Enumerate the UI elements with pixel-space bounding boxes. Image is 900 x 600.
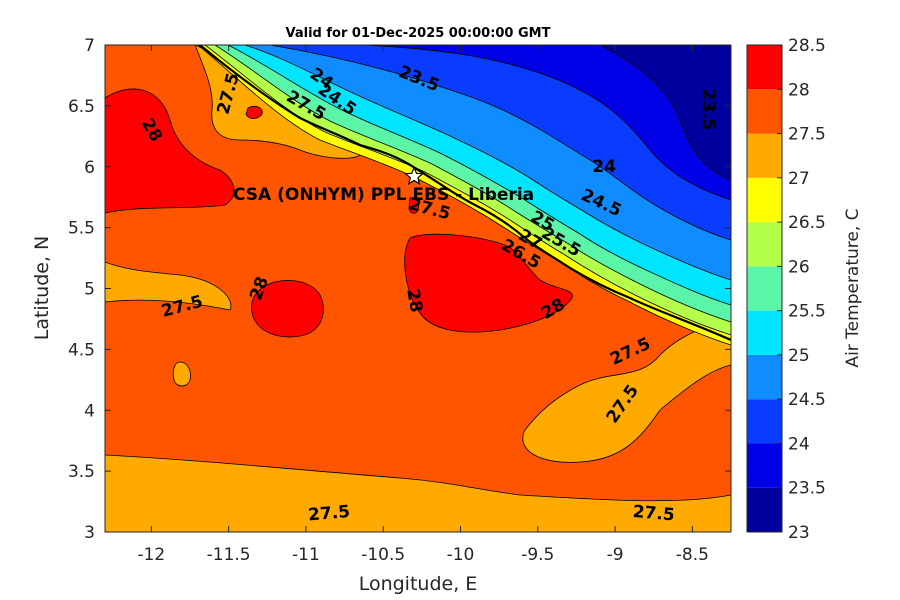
x-tick-label: -11.5 (207, 545, 251, 565)
band-27-27-5-west (105, 261, 232, 311)
colorbar-tick-label: 26 (788, 257, 810, 277)
x-tick-label: -9.5 (521, 545, 554, 565)
x-tick-label: -8.5 (676, 545, 709, 565)
y-tick-label: 3.5 (68, 462, 95, 482)
band-27-27-5-blob (172, 361, 191, 387)
colorbar-tick-label: 28 (788, 80, 810, 100)
x-tick-label: -9 (607, 545, 624, 565)
x-axis-ticks: -12 -11.5 -11 -10.5 -10 -9.5 -9 -8.5 (137, 45, 709, 565)
colorbar-swatch (747, 487, 782, 532)
colorbar-swatch (747, 177, 782, 223)
chart-title: Valid for 01-Dec-2025 00:00:00 GMT (286, 26, 551, 41)
colorbar-tick-label: 23.5 (788, 479, 826, 499)
site-star-icon (404, 165, 425, 186)
band-28-north-small (245, 106, 263, 119)
contour-fill-area (105, 45, 731, 532)
colorbar-swatch (747, 354, 782, 400)
x-tick-label: -10.5 (361, 545, 405, 565)
contour-label: 23.5 (698, 89, 718, 131)
x-tick-label: -11 (292, 545, 320, 565)
colorbar-tick-label: 28.5 (788, 36, 826, 56)
x-tick-label: -12 (137, 545, 165, 565)
y-axis-ticks: 3 3.5 4 4.5 5 5.5 6 6.5 7 (68, 36, 731, 543)
colorbar-swatch (747, 133, 782, 178)
colorbar-tick-label: 25 (788, 346, 810, 366)
site-marker: CSA (ONHYM) PPL EBS - Liberia (233, 165, 534, 205)
colorbar-swatch (747, 443, 782, 488)
x-tick-label: -10 (447, 545, 475, 565)
colorbar-swatch (747, 399, 782, 444)
band-27-27-5-east (522, 314, 731, 463)
colorbar-tick-label: 27 (788, 169, 810, 189)
band-23-23-5 (599, 45, 731, 181)
colorbar-tick-label: 25.5 (788, 302, 826, 322)
coastline (199, 45, 731, 342)
colorbar-swatch (747, 222, 782, 267)
colorbar-tick-label: 24 (788, 434, 810, 454)
colorbar-swatch (747, 45, 782, 90)
band-23-5-24 (359, 45, 731, 201)
band-28-central (404, 233, 573, 333)
y-tick-label: 3 (84, 523, 95, 543)
y-tick-label: 4.5 (68, 340, 95, 360)
site-label: CSA (ONHYM) PPL EBS - Liberia (233, 185, 534, 205)
band-28-west (251, 279, 324, 338)
colorbar-label: Air Temperature, C (843, 208, 863, 367)
y-tick-label: 5.5 (68, 219, 95, 239)
band-28-small (408, 197, 419, 214)
band-27-27-5-south (105, 454, 731, 532)
y-tick-label: 4 (84, 401, 95, 421)
y-tick-label: 6.5 (68, 97, 95, 117)
y-axis-label: Latitude, N (31, 236, 53, 341)
band-28-northwest (105, 88, 235, 214)
x-axis-label: Longitude, E (359, 573, 478, 595)
colorbar-frame (746, 44, 783, 533)
contour-label: 28 (402, 287, 426, 314)
colorbar-swatch (747, 310, 782, 355)
y-tick-label: 5 (84, 280, 95, 300)
colorbar-swatch (747, 266, 782, 311)
colorbar: 23 23.5 24 24.5 25 25.5 26 26.5 27 27.5 28 28.5 (746, 36, 826, 543)
contour-label: 24 (592, 157, 616, 177)
colorbar-tick-label: 27.5 (788, 125, 826, 145)
y-tick-label: 7 (84, 36, 95, 56)
colorbar-tick-label: 26.5 (788, 213, 826, 233)
colorbar-swatch (747, 89, 782, 134)
colorbar-tick-label: 24.5 (788, 390, 826, 410)
contour-label: 27.5 (632, 502, 676, 526)
colorbar-tick-label: 23 (788, 523, 810, 543)
y-tick-label: 6 (84, 158, 95, 178)
contour-label: 27.5 (307, 502, 351, 526)
